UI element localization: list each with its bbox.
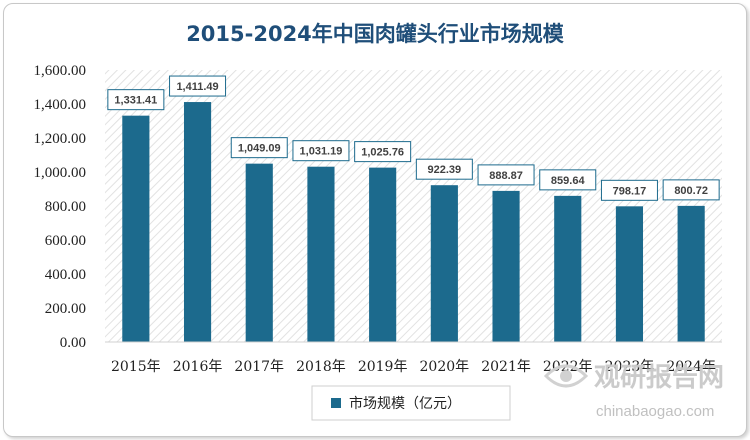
y-tick-label: 1,600.00 [34,63,87,79]
x-tick-label: 2016年 [173,359,223,375]
data-label-text: 922.39 [428,164,462,176]
data-label-text: 798.17 [613,185,647,197]
bar [492,190,520,342]
bar [430,185,458,342]
legend: 市场规模（亿元） [311,385,511,421]
bar [183,102,212,343]
y-tick-label: 1,200.00 [34,131,87,147]
data-label-box [600,179,658,201]
data-label: 922.39 [415,158,473,180]
data-label-box [539,169,597,191]
data-label-box [662,179,720,201]
bar [677,205,705,342]
data-label-text: 859.64 [551,175,586,187]
data-label-box [107,89,165,111]
x-tick-label: 2019年 [358,359,408,375]
data-label-text: 1,411.49 [176,81,218,93]
data-label-text: 1,031.19 [300,146,343,158]
data-label: 859.64 [539,169,597,191]
legend-swatch [331,398,341,408]
y-tick-label: 0.00 [60,335,86,351]
y-tick-label: 400.00 [45,267,86,283]
y-tick-label: 600.00 [45,233,86,249]
data-label: 1,025.76 [354,141,412,163]
data-label: 1,049.09 [230,137,288,159]
chart-title: 2015-2024年中国肉罐头行业市场规模 [186,22,565,46]
data-label: 1,031.19 [292,140,350,162]
data-label-box [415,158,473,180]
y-tick-label: 1,000.00 [34,165,87,181]
data-label: 1,331.41 [107,89,165,111]
bar [245,163,273,342]
y-axis: 0.00 200.00 400.00 600.00 800.00 1,000.00 1,20… [34,63,87,351]
bars: 1,331.41 1,411.49 1,049.09 1,031.19 1,025.76… [107,75,720,343]
data-label-text: 1,331.41 [114,95,157,107]
data-label-text: 1,049.09 [238,143,281,155]
bar [307,166,335,342]
data-label-box [292,140,350,162]
data-label-box [230,137,288,159]
watermark: 观研报告网 chinabaogao.com [543,362,724,420]
data-label-text: 1,025.76 [361,147,404,159]
x-tick-label: 2018年 [296,359,346,375]
x-tick-label: 2021年 [481,359,531,375]
data-label: 1,411.49 [169,75,227,97]
x-tick-label: 2024年 [666,359,716,375]
data-label-box [169,75,227,97]
eye-logo-icon [543,364,589,388]
y-tick-label: 800.00 [45,199,86,215]
legend-box [311,385,511,421]
x-tick-label: 2015年 [111,359,161,375]
x-tick-label: 2020年 [420,359,470,375]
y-tick-label: 1,400.00 [34,97,87,113]
data-label: 800.72 [662,179,720,201]
x-axis: 2015年 2016年 2017年 2018年 2019年 2020年 2021年 2022年… [105,341,722,375]
watermark-url: chinabaogao.com [596,403,714,420]
data-label-box [477,164,535,186]
watermark-brand: 观研报告网 [594,362,724,393]
data-label: 798.17 [600,179,658,201]
bar [369,167,397,342]
bar [122,115,150,342]
bar [615,206,644,342]
data-label-box [354,141,412,163]
data-label-text: 800.72 [674,185,708,197]
x-tick-label: 2023年 [605,359,655,375]
data-label: 888.87 [477,164,535,186]
data-label-text: 888.87 [489,170,523,182]
x-tick-label: 2017年 [234,359,284,375]
bar [554,195,582,342]
legend-label: 市场规模（亿元） [349,395,461,412]
y-tick-label: 200.00 [45,301,86,317]
